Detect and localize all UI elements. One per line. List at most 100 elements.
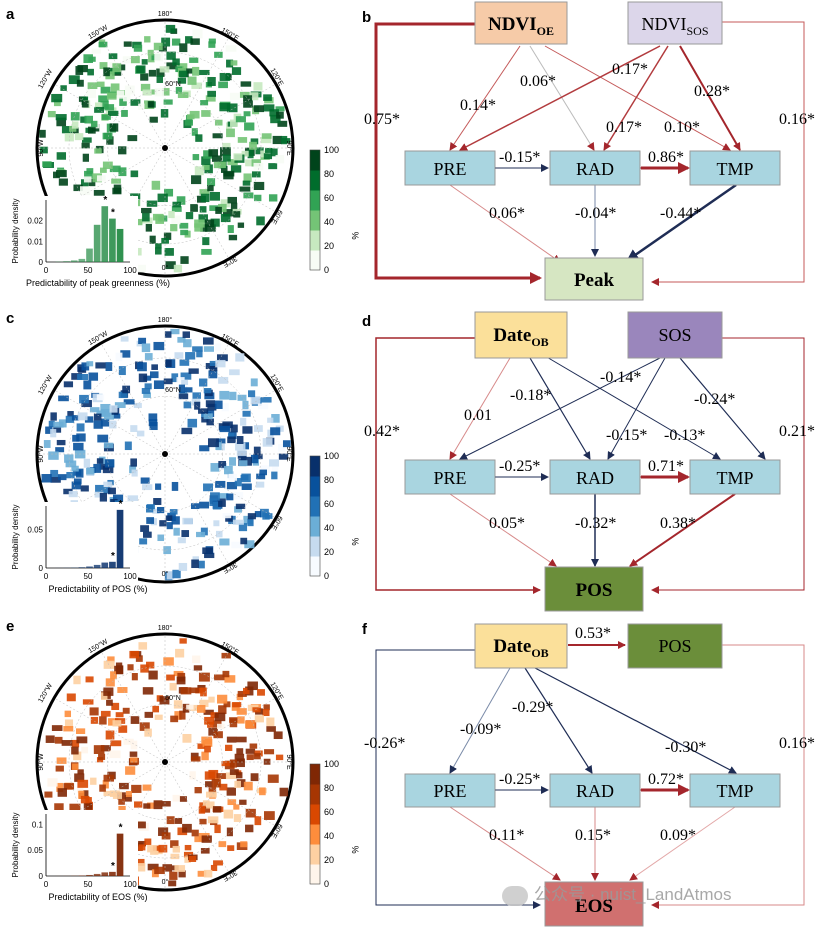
histogram-ytick: 0.01 xyxy=(27,237,43,246)
coef-pre-rad-f: -0.25* xyxy=(499,771,540,788)
map-axis-label: 180° xyxy=(158,316,173,324)
edge-sos-pre xyxy=(459,45,661,151)
colorbar-tick: 80 xyxy=(324,783,334,793)
significance-star: * xyxy=(119,823,123,834)
coef-pre-eos: 0.11* xyxy=(489,827,524,844)
panel-letter-a: a xyxy=(6,6,15,23)
coef-rad-peak: -0.04* xyxy=(575,205,616,222)
coef-rad-tmp: 0.86* xyxy=(648,149,684,166)
edge-pre-pos xyxy=(449,493,557,567)
north-pole xyxy=(162,145,168,151)
box-date-ob-f-sub: OB xyxy=(531,646,548,660)
box-eos xyxy=(544,881,644,927)
watermark-text: 公众号 · nuist_LandAtmos xyxy=(534,885,732,904)
edge-oe-tmp xyxy=(544,45,731,151)
histogram-bar xyxy=(78,258,86,262)
box-ndvi-oe-label: NDVI xyxy=(488,14,537,35)
box-ndvi-sos xyxy=(627,1,723,45)
coef-sos-tmp: 0.28* xyxy=(694,83,730,100)
histogram-bar xyxy=(86,566,93,568)
panel-letter-b: b xyxy=(362,9,371,26)
histogram-bar xyxy=(70,260,78,262)
coef-ob-tmp: -0.13* xyxy=(664,427,705,444)
edge-tmp-eos xyxy=(629,806,736,881)
histogram-bar xyxy=(78,567,86,568)
colorbar-tick: 20 xyxy=(324,241,334,251)
edge-tmp-pos xyxy=(629,493,736,567)
diagram-f: f DateOB POS PRE RAD TMP EOS 0.53* -0.09… xyxy=(362,621,815,927)
histogram-bar xyxy=(116,228,124,262)
colorbar-tick: 40 xyxy=(324,831,334,841)
coef-tmp-pos: 0.38* xyxy=(660,515,696,532)
inset-histogram: * * 0 0.05 0 50 100 Probability density Predicta… xyxy=(11,499,148,606)
map-axis-label: 90°E xyxy=(285,754,293,770)
map-axis-label: 0° xyxy=(162,878,169,886)
box-tmp-b xyxy=(689,150,781,186)
coef-rad-tmp-f: 0.72* xyxy=(648,771,684,788)
coef-ob-tmp-f: -0.30* xyxy=(665,739,706,756)
inset-histogram: * * 0 0.01 0.02 0 50 100 Probability density Pred… xyxy=(11,195,170,300)
coef-tmp-peak: -0.44* xyxy=(660,205,701,222)
edge-oe-rad xyxy=(529,45,595,151)
graticule xyxy=(37,326,293,582)
svg-text:DateOB: DateOB xyxy=(493,636,548,660)
coef-oe-peak: 0.75* xyxy=(364,111,400,128)
coef-ob-rad-f: -0.29* xyxy=(512,699,553,716)
edge-sos-tmp xyxy=(679,45,741,151)
coef-ob-rad: -0.18* xyxy=(510,387,551,404)
edge-ob-rad-f xyxy=(524,667,593,774)
diagram-d: d DateOB SOS PRE RAD TMP POS 0.01 -0.18*… xyxy=(362,311,815,612)
map-axis-label: 60°N xyxy=(165,386,181,394)
edge-ob-eos xyxy=(375,649,541,909)
box-pre-b xyxy=(404,150,496,186)
box-tmp-d-label: TMP xyxy=(716,468,753,488)
coef-pre-rad-d: -0.25* xyxy=(499,458,540,475)
colorbar-tick: 20 xyxy=(324,547,334,557)
coef-sos-peak: 0.16* xyxy=(779,111,815,128)
colorbar: 0 20 40 60 80 100% xyxy=(309,145,360,275)
land-mass xyxy=(41,328,291,581)
histogram-bar xyxy=(109,561,116,568)
histogram-ytick: 0.1 xyxy=(32,820,44,829)
path-diagrams: b NDVIOE NDVISOS PRE RAD TMP Peak 0.14* … xyxy=(362,1,815,927)
box-pos-f xyxy=(627,623,723,669)
histogram-bar xyxy=(86,248,93,262)
histogram-bar xyxy=(93,873,101,876)
svg-text:NDVISOS: NDVISOS xyxy=(641,14,708,38)
histogram-bar xyxy=(86,874,93,876)
edge-oe-peak xyxy=(374,22,542,284)
box-tmp-f-label: TMP xyxy=(716,781,753,801)
edge-pre-eos xyxy=(449,806,561,881)
box-pos-f-label: POS xyxy=(658,636,691,656)
histogram-xtick: 50 xyxy=(84,572,93,581)
histogram-bar xyxy=(101,872,109,876)
box-pre-d xyxy=(404,459,496,495)
edge-pos-eos xyxy=(651,644,805,909)
colorbar-tick: 100 xyxy=(324,759,339,769)
edge-ob-pre-f xyxy=(449,667,511,774)
histogram-xlabel: Predictability of peak greenness (%) xyxy=(26,278,170,288)
histogram-bar xyxy=(101,562,109,568)
wechat-icon xyxy=(502,885,528,906)
significance-star: * xyxy=(119,499,123,510)
histogram-xtick: 100 xyxy=(123,266,137,275)
map-axis-label: 0° xyxy=(162,264,169,272)
land-mass xyxy=(44,638,289,887)
watermark: 公众号 · nuist_LandAtmos xyxy=(502,880,731,906)
coef-ob-pre-f: -0.09* xyxy=(460,721,501,738)
box-rad-b-label: RAD xyxy=(576,159,614,179)
colorbar: 0 20 40 60 80 100% xyxy=(309,759,360,889)
map-axis-label: 0° xyxy=(162,570,169,578)
histogram-bar xyxy=(78,875,86,876)
box-sos-d-label: SOS xyxy=(658,325,691,345)
histogram-xlabel: Predictability of POS (%) xyxy=(48,584,147,594)
box-peak xyxy=(544,257,644,301)
histogram-bar xyxy=(63,261,70,262)
histogram-ylabel: Probability density xyxy=(11,505,20,570)
histogram-ytick: 0 xyxy=(39,258,44,267)
significance-star: * xyxy=(111,208,115,219)
panel-letter-e: e xyxy=(6,618,15,635)
